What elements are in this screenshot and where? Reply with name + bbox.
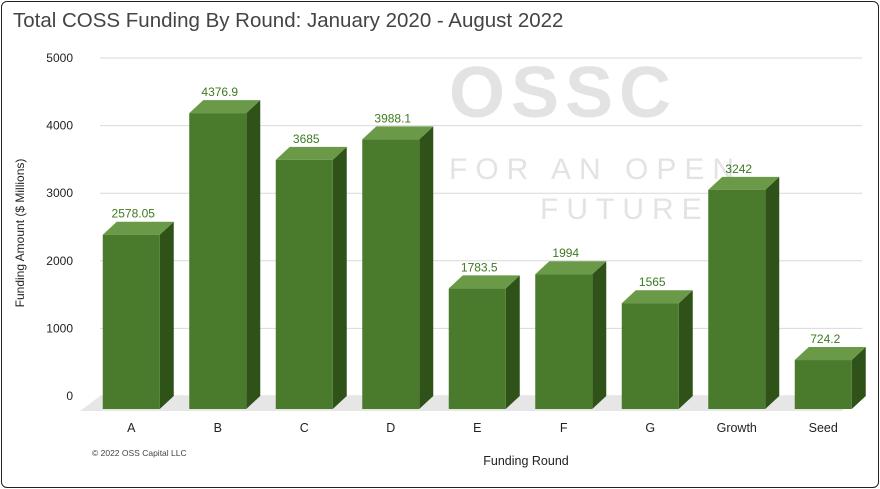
- x-tick-label: A: [127, 421, 136, 435]
- data-label: 3988.1: [374, 111, 411, 125]
- bar-top: [275, 146, 347, 160]
- data-label: 724.2: [810, 332, 840, 346]
- data-label: 3242: [725, 162, 752, 176]
- bar: [102, 234, 160, 409]
- y-tick-label: 5000: [46, 51, 73, 65]
- x-axis-ticks: A B C D E F G Growth Seed: [127, 421, 838, 435]
- bars: 2578.05 4376.9 3685 3988.1 1783.5 1994 1565 324…: [102, 85, 866, 410]
- bar-side: [678, 290, 693, 409]
- data-label: 1783.5: [461, 260, 498, 274]
- bar-top: [535, 261, 607, 275]
- bar-top: [708, 176, 780, 190]
- x-tick-label: B: [214, 421, 222, 435]
- bar-top: [189, 100, 261, 114]
- bar-side: [765, 176, 780, 409]
- bar-side: [505, 275, 520, 409]
- copyright-notice: © 2022 OSS Capital LLC: [92, 448, 187, 458]
- bar-side: [851, 347, 866, 409]
- bar: [708, 189, 766, 409]
- y-tick-label: 2000: [46, 254, 73, 268]
- bar-side: [419, 126, 434, 409]
- bar: [535, 274, 593, 409]
- data-label: 2578.05: [112, 207, 156, 221]
- chart-title: Total COSS Funding By Round: January 202…: [13, 9, 564, 32]
- bar: [794, 360, 852, 409]
- x-tick-label: F: [560, 421, 568, 435]
- bar-top: [448, 275, 520, 289]
- x-tick-label: G: [645, 421, 655, 435]
- x-tick-label: Growth: [717, 421, 757, 435]
- x-axis-label: Funding Round: [483, 454, 569, 468]
- watermark-tagline-1: FOR AN OPEN: [449, 153, 743, 186]
- y-tick-label: 4000: [46, 119, 73, 133]
- y-tick-label: 0: [66, 389, 73, 403]
- x-tick-label: D: [386, 421, 395, 435]
- bar: [448, 288, 506, 409]
- bar: [275, 159, 333, 409]
- bar-top: [794, 347, 866, 361]
- y-tick-label: 1000: [46, 321, 73, 335]
- bar: [362, 139, 420, 410]
- x-tick-label: E: [473, 421, 481, 435]
- bar-side: [159, 221, 174, 409]
- y-tick-label: 3000: [46, 186, 73, 200]
- bar-top: [621, 290, 693, 304]
- bar-top: [362, 126, 434, 140]
- bar-side: [592, 261, 607, 409]
- watermark-tagline-2: FUTURE: [540, 193, 710, 226]
- bar: [189, 113, 247, 410]
- bar-top: [102, 221, 174, 235]
- data-label: 1994: [552, 246, 579, 260]
- x-tick-label: C: [300, 421, 309, 435]
- bar-side: [332, 146, 347, 410]
- bar-side: [246, 100, 261, 410]
- data-label: 1565: [639, 275, 666, 289]
- y-axis-ticks: 0 1000 2000 3000 4000 5000: [46, 51, 73, 403]
- bar: [621, 303, 679, 409]
- data-label: 4376.9: [201, 85, 238, 99]
- watermark-brand: OSSC: [449, 53, 678, 133]
- x-tick-label: Seed: [809, 421, 838, 435]
- y-axis-label: Funding Amount ($ Millions): [13, 159, 27, 308]
- data-label: 3685: [293, 132, 320, 146]
